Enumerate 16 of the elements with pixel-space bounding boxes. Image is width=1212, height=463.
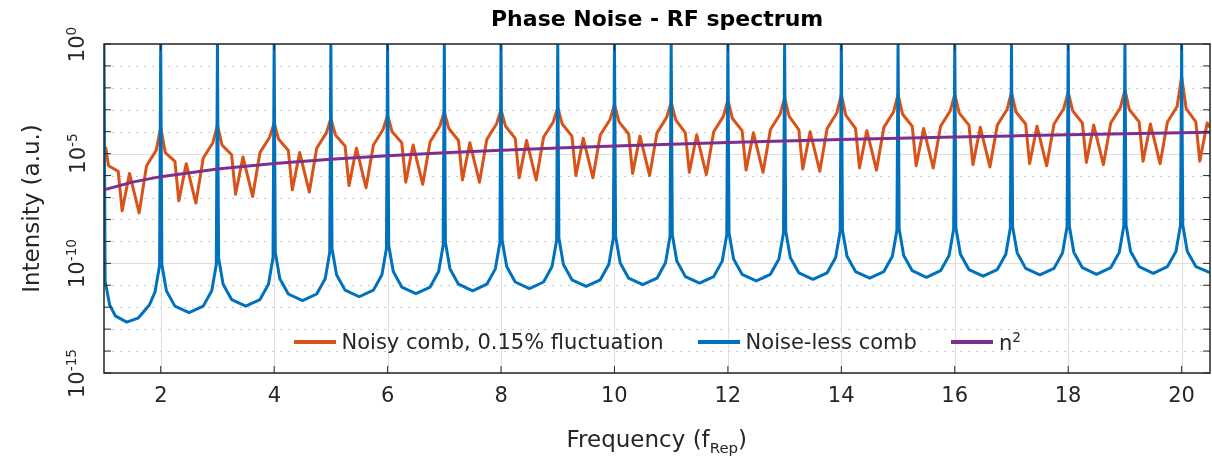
x-tick-label: 8 <box>494 383 508 407</box>
chart-title: Phase Noise - RF spectrum <box>491 6 824 31</box>
x-tick-label: 12 <box>714 383 742 407</box>
legend-label: n$^{2}$ <box>998 329 1021 355</box>
legend-label: Noise-less comb <box>745 330 917 354</box>
y-axis-title: Intensity (a.u.) <box>17 124 44 293</box>
x-tick-label: 18 <box>1054 383 1082 407</box>
x-tick-label: 20 <box>1168 383 1195 407</box>
x-tick-label: 16 <box>941 383 968 407</box>
x-tick-label: 2 <box>154 383 168 407</box>
x-tick-label: 6 <box>381 383 395 407</box>
x-tick-label: 14 <box>827 383 855 407</box>
x-axis-title: Frequency (f$_{Rep}$) <box>566 426 748 457</box>
x-tick-label: 10 <box>600 383 628 407</box>
x-tick-label: 4 <box>267 383 282 407</box>
legend-label: Noisy comb, 0.15% fluctuation <box>341 330 664 354</box>
